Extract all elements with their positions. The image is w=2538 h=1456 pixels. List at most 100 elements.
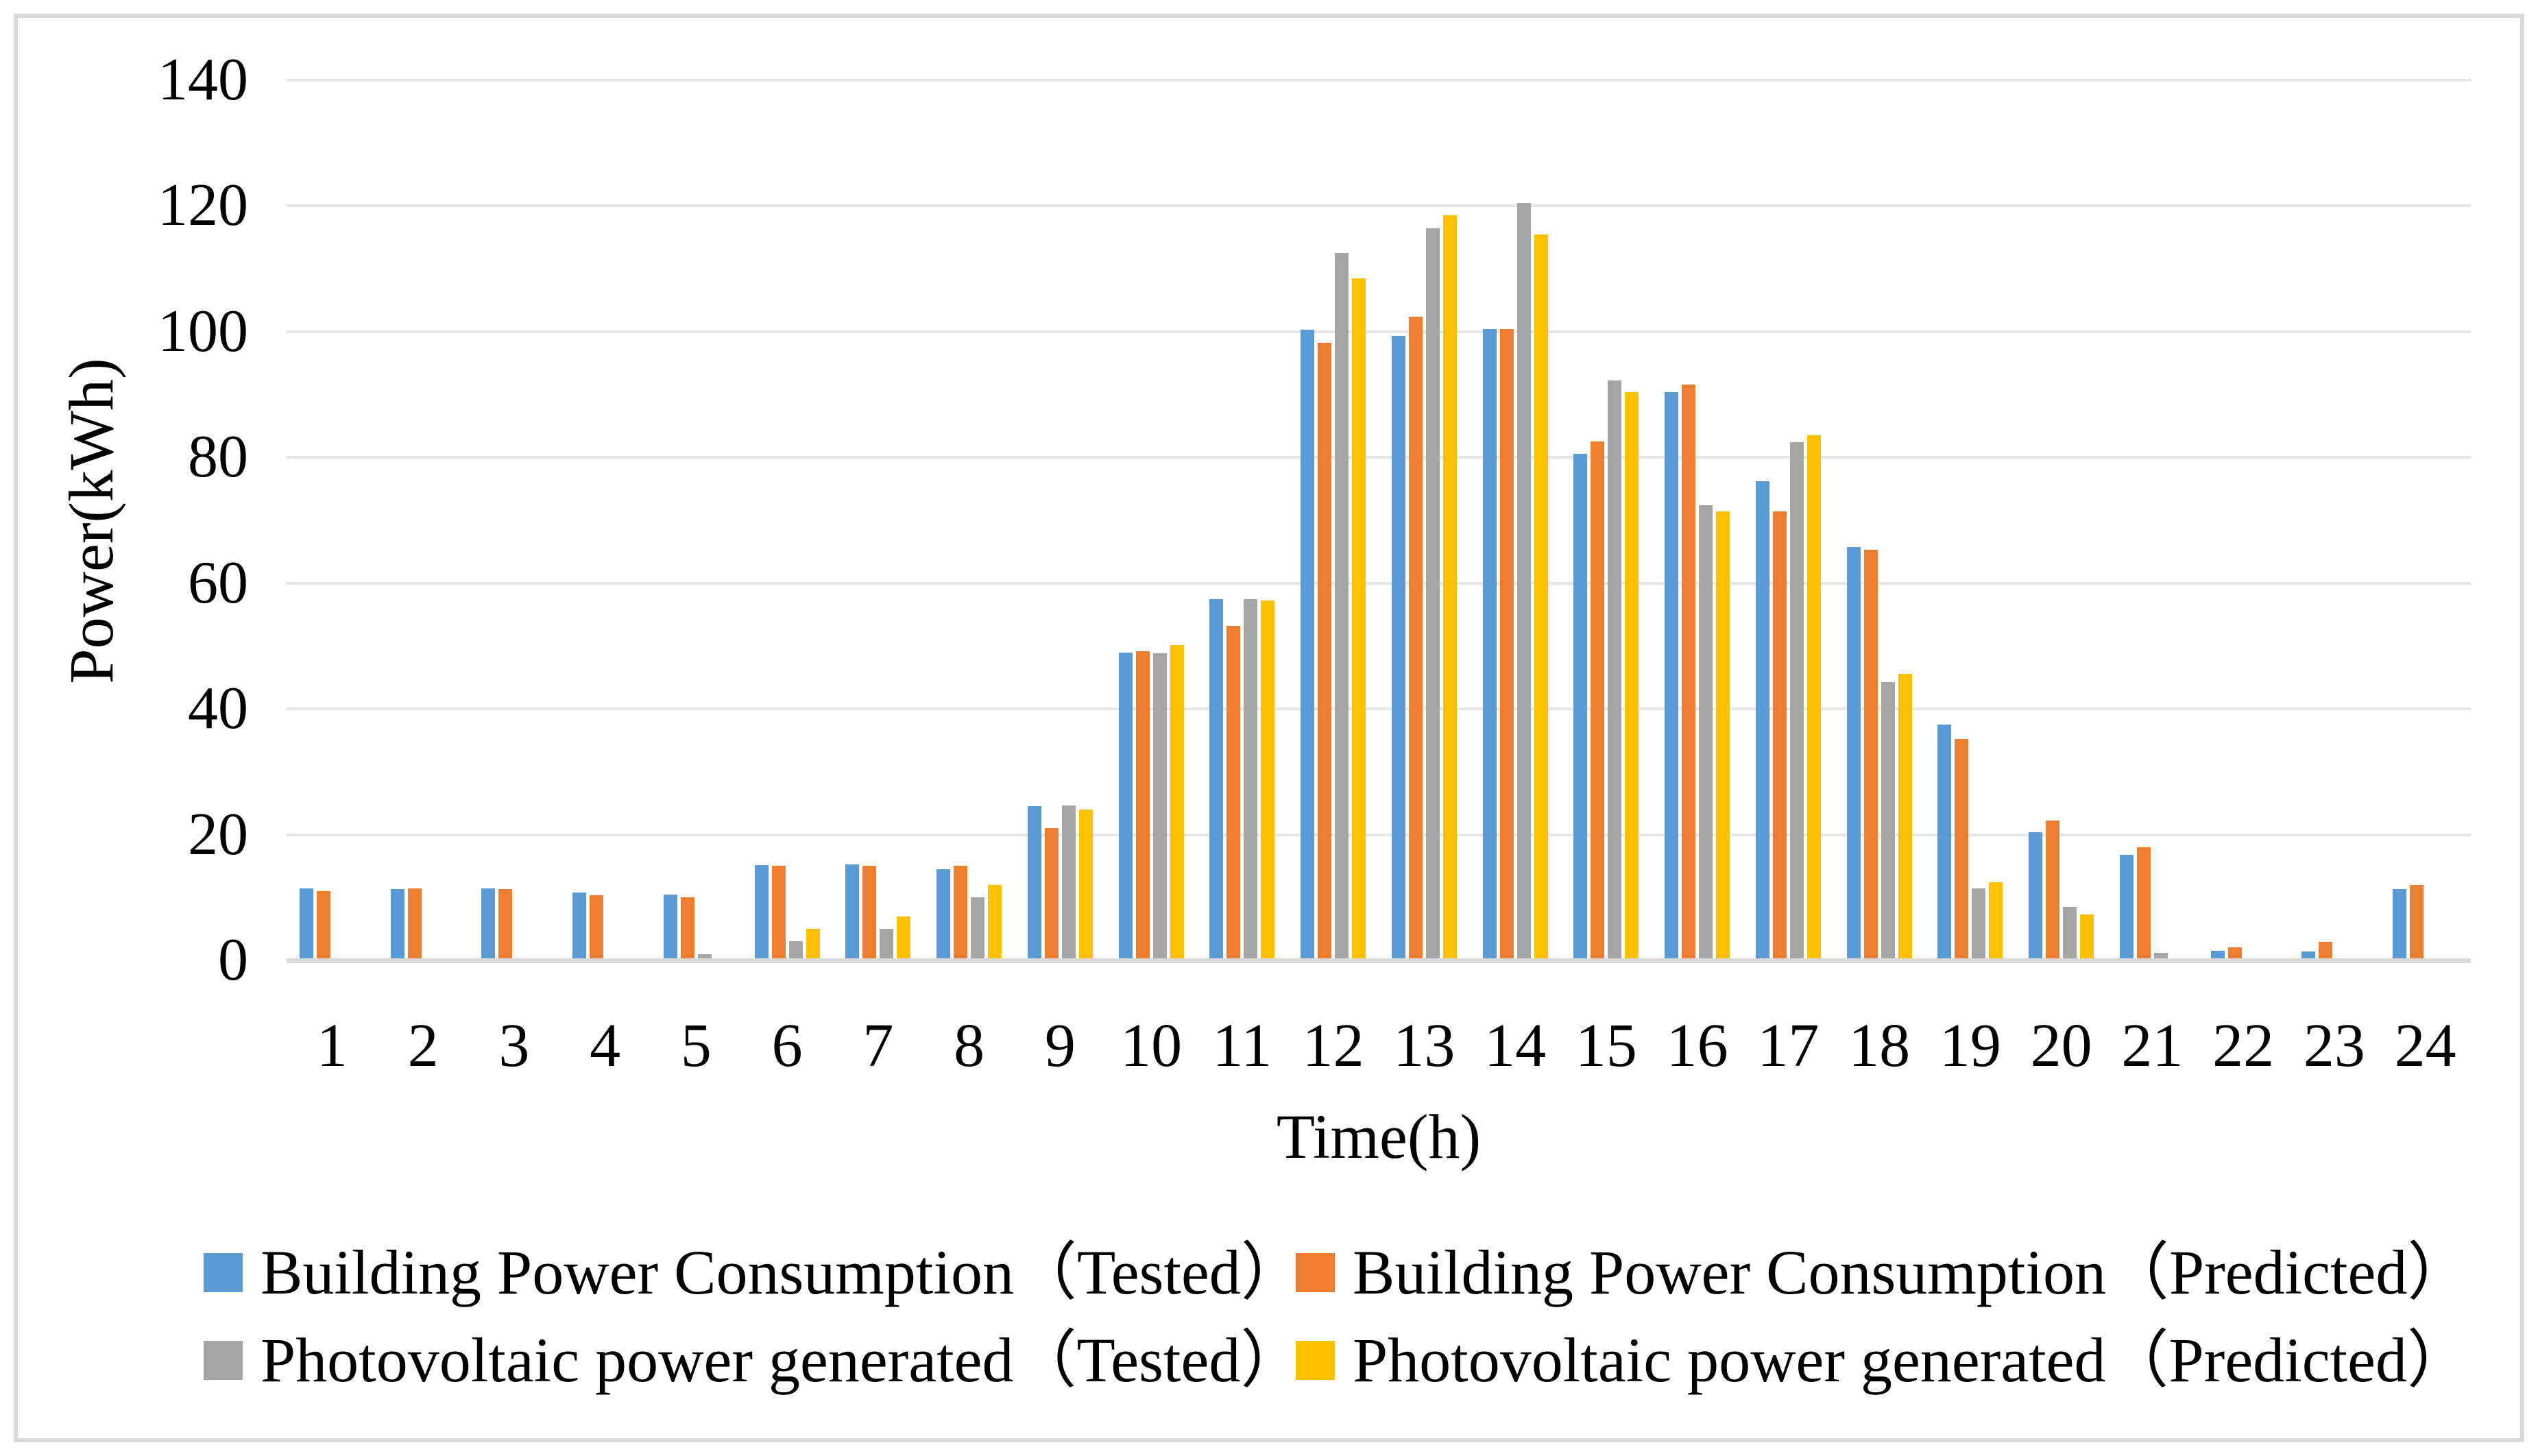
gridline-120 (287, 204, 2471, 208)
x-tick-label-5: 5 (680, 1012, 712, 1080)
x-tick-label-1: 1 (316, 1012, 348, 1080)
bar-hour24-series1 (2393, 889, 2407, 960)
x-tick-label-11: 11 (1212, 1012, 1272, 1080)
bar-hour12-series3 (1335, 253, 1349, 960)
bar-hour9-series4 (1078, 809, 1093, 960)
legend-swatch-blue-icon (204, 1252, 243, 1292)
bar-hour23-series2 (2319, 942, 2333, 960)
bar-hour19-series2 (1955, 739, 1969, 960)
bar-hour16-series4 (1716, 511, 1730, 960)
legend-swatch-orange-icon (1296, 1252, 1335, 1292)
gridline-40 (287, 707, 2471, 711)
bar-hour11-series2 (1226, 626, 1241, 960)
y-tick-label-40: 40 (188, 675, 248, 742)
legend-label: Building Power Consumption（Predicted） (1353, 1237, 2471, 1307)
bar-hour20-series1 (2029, 832, 2043, 960)
bar-hour16-series2 (1682, 384, 1696, 960)
bar-hour8-series2 (954, 866, 968, 960)
x-tick-label-7: 7 (862, 1012, 894, 1080)
bar-hour7-series3 (880, 929, 894, 960)
bar-hour21-series2 (2136, 847, 2151, 960)
bar-hour24-series2 (2410, 884, 2424, 960)
bar-hour9-series2 (1044, 828, 1059, 960)
legend-label: Photovoltaic power generated（Predicted） (1353, 1325, 2470, 1395)
x-tick-label-19: 19 (1939, 1012, 2001, 1080)
x-tick-label-23: 23 (2303, 1012, 2365, 1080)
bar-hour21-series1 (2119, 854, 2134, 960)
gridline-80 (287, 456, 2471, 459)
bar-hour13-series1 (1391, 336, 1405, 960)
bar-hour10-series2 (1135, 651, 1150, 960)
x-tick-label-10: 10 (1120, 1012, 1183, 1080)
legend-swatch-yellow-icon (1296, 1340, 1335, 1380)
x-tick-label-2: 2 (407, 1012, 439, 1080)
bar-hour1-series1 (299, 888, 313, 960)
x-tick-label-16: 16 (1666, 1012, 1728, 1080)
bar-hour8-series4 (988, 884, 1002, 960)
bar-hour10-series4 (1170, 644, 1184, 960)
bar-hour10-series3 (1152, 653, 1167, 960)
x-tick-label-8: 8 (954, 1012, 985, 1080)
bar-hour5-series3 (697, 954, 712, 960)
bar-hour12-series2 (1318, 343, 1332, 960)
bar-hour18-series2 (1863, 550, 1878, 960)
y-tick-label-60: 60 (188, 549, 248, 616)
legend-label: Building Power Consumption（Tested） (261, 1237, 1304, 1307)
bar-hour18-series1 (1846, 547, 1861, 960)
x-tick-label-3: 3 (498, 1012, 530, 1080)
bar-hour7-series1 (845, 864, 860, 960)
legend-label: Photovoltaic power generated（Tested） (261, 1325, 1304, 1395)
bar-hour20-series3 (2063, 907, 2077, 960)
x-tick-label-22: 22 (2212, 1012, 2275, 1080)
bar-hour11-series4 (1261, 600, 1275, 960)
x-tick-label-17: 17 (1757, 1012, 1820, 1080)
bar-hour7-series4 (897, 916, 911, 960)
gridline-60 (287, 581, 2471, 585)
bar-hour19-series3 (1972, 888, 1986, 960)
bar-hour12-series1 (1301, 330, 1315, 960)
bar-hour23-series1 (2301, 951, 2316, 960)
bar-hour19-series4 (1989, 882, 2003, 960)
bar-hour8-series1 (936, 869, 951, 960)
legend-item-building-predicted: Building Power Consumption（Predicted） (1296, 1241, 2470, 1304)
legend-item-building-tested: Building Power Consumption（Tested） (204, 1241, 1304, 1304)
bar-hour16-series1 (1665, 391, 1679, 960)
bar-hour17-series1 (1755, 481, 1769, 960)
x-tick-label-14: 14 (1484, 1012, 1547, 1080)
x-tick-label-13: 13 (1393, 1012, 1455, 1080)
x-tick-label-24: 24 (2394, 1012, 2456, 1080)
bar-hour15-series1 (1573, 453, 1588, 960)
y-tick-label-80: 80 (188, 424, 248, 491)
bar-hour12-series4 (1352, 278, 1366, 960)
bar-hour14-series3 (1516, 202, 1531, 960)
bar-hour20-series2 (2046, 821, 2060, 960)
gridline-100 (287, 330, 2471, 333)
bar-hour8-series3 (971, 897, 985, 960)
bar-hour18-series3 (1881, 681, 1895, 960)
bar-hour9-series3 (1061, 805, 1076, 960)
bar-hour13-series3 (1425, 228, 1440, 960)
bar-hour1-series2 (316, 891, 330, 960)
figure-border (14, 14, 2524, 1442)
bar-hour2-series2 (407, 888, 422, 960)
bar-hour17-series4 (1806, 435, 1821, 960)
bar-hour15-series3 (1608, 380, 1622, 960)
y-tick-label-20: 20 (188, 801, 248, 868)
x-tick-label-21: 21 (2121, 1012, 2184, 1080)
x-tick-label-4: 4 (590, 1012, 621, 1080)
bar-hour14-series4 (1534, 234, 1548, 960)
bar-hour15-series4 (1625, 391, 1639, 960)
gridline-140 (287, 79, 2471, 82)
x-tick-label-18: 18 (1848, 1012, 1911, 1080)
bar-hour13-series2 (1408, 316, 1423, 960)
bar-hour16-series3 (1699, 505, 1713, 960)
y-tick-label-100: 100 (158, 298, 248, 365)
bar-hour13-series4 (1442, 215, 1457, 960)
bar-hour17-series3 (1789, 442, 1804, 960)
bar-hour10-series1 (1118, 652, 1133, 960)
x-axis-title: Time(h) (1276, 1102, 1482, 1172)
y-tick-label-0: 0 (218, 927, 248, 993)
bar-hour4-series2 (590, 895, 604, 960)
